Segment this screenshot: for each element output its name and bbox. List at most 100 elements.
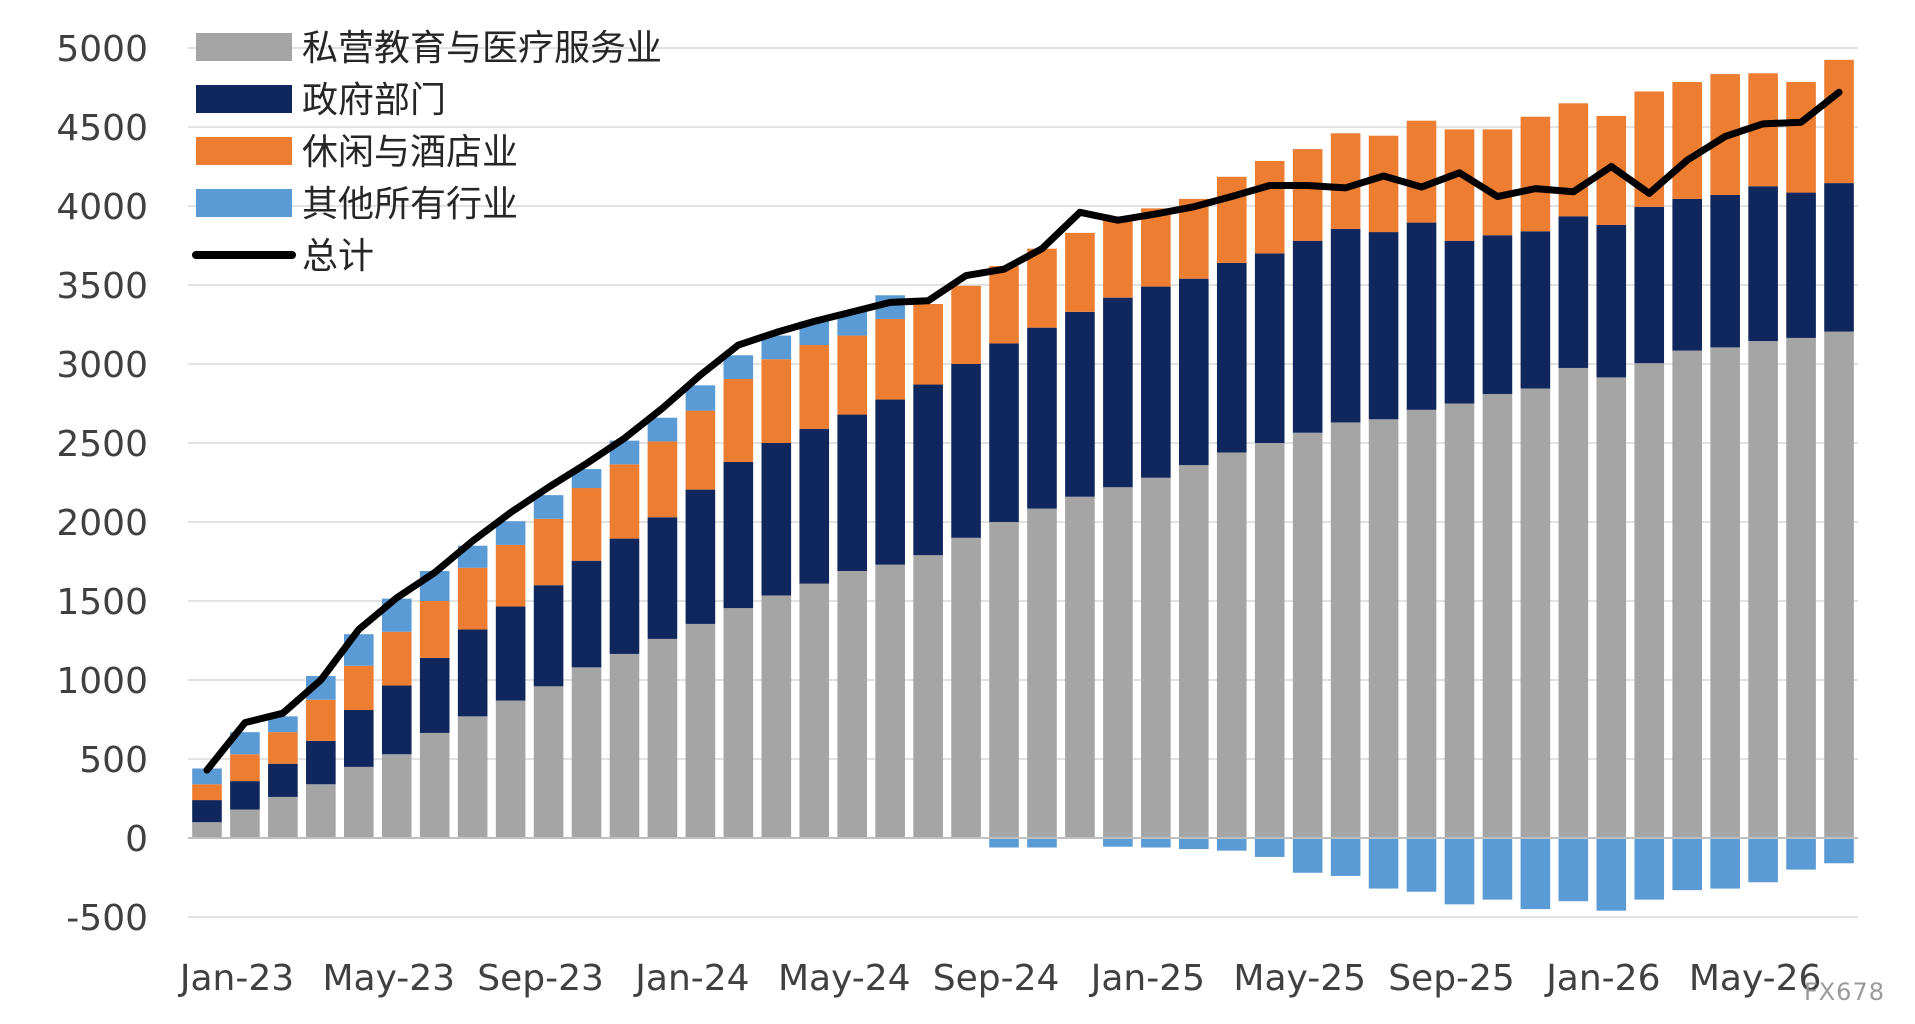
bar-segment (495, 521, 526, 545)
legend-label: 政府部门 (302, 80, 446, 121)
bar-segment (268, 796, 298, 838)
y-tick-label: -500 (66, 898, 148, 939)
bar-segment (647, 417, 678, 442)
watermark: FX678 (1803, 978, 1885, 1006)
bar-segment (989, 343, 1019, 522)
bar-segment (1292, 838, 1323, 873)
bar-segment (1330, 422, 1361, 838)
bar-segment (837, 414, 868, 571)
bar-segment (1672, 81, 1703, 199)
x-axis-ticks: Jan-23 May-23 Sep-23 Jan-24 May-24 Sep-24 Jan-… (178, 958, 1822, 999)
bar-segment (761, 335, 792, 360)
bar-segment (799, 583, 830, 838)
bar-segment (1406, 409, 1437, 838)
bar-segment (1178, 838, 1209, 850)
bar-segment (723, 355, 754, 380)
bar-segment (609, 464, 640, 539)
bar-segment (1027, 248, 1057, 328)
bar-segment (1634, 838, 1665, 900)
bar-segment (1027, 508, 1057, 838)
bar-segment (1254, 160, 1285, 254)
bar-segment (343, 665, 374, 711)
bar-segment (1141, 838, 1171, 848)
bar-segment (419, 657, 450, 733)
y-tick-label: 500 (79, 740, 148, 781)
bar-segment (457, 567, 488, 630)
bar-segment (1710, 347, 1740, 838)
bar-segment (533, 495, 564, 519)
y-tick-label: 2000 (56, 503, 148, 544)
x-tick-label: May-24 (778, 958, 911, 999)
x-tick-label: May-23 (322, 958, 455, 999)
bars (192, 59, 1854, 911)
x-tick-label: Jan-24 (633, 958, 749, 999)
bar-segment (1178, 465, 1209, 838)
bar-segment (1482, 235, 1513, 395)
bar-segment (1558, 216, 1589, 368)
legend-label: 休闲与酒店业 (302, 132, 518, 173)
bar-segment (837, 570, 868, 838)
bar-segment (1254, 838, 1285, 857)
bar-segment (1406, 120, 1437, 223)
bar-segment (609, 538, 640, 654)
bar-segment (533, 686, 564, 838)
legend-label: 其他所有行业 (302, 184, 518, 225)
x-tick-label: Sep-24 (933, 958, 1060, 999)
bar-segment (343, 766, 374, 838)
bar-segment (192, 768, 222, 785)
bar-segment (1482, 129, 1513, 236)
bar-segment (1748, 838, 1778, 883)
bar-segment (571, 488, 602, 561)
bar-segment (1406, 222, 1437, 410)
legend-label: 私营教育与医疗服务业 (302, 28, 662, 69)
bar-segment (1368, 135, 1399, 233)
bar-segment (306, 699, 336, 741)
bar-segment (1786, 337, 1816, 838)
bar-segment (647, 638, 678, 838)
bar-segment (799, 321, 830, 346)
bar-segment (192, 800, 222, 823)
total-series-line (203, 88, 1843, 774)
bar-segment (1065, 232, 1095, 312)
y-tick-label: 4500 (56, 108, 148, 149)
bar-segment (799, 345, 830, 429)
bar-segment (1444, 838, 1475, 905)
bar-segment (1141, 286, 1171, 478)
bar-segment (1558, 367, 1589, 838)
bar-segment (1141, 208, 1171, 287)
bar-segment (1027, 327, 1057, 509)
bar-segment (1596, 838, 1627, 911)
bar-segment (1103, 218, 1133, 298)
bar-segment (1520, 231, 1551, 389)
bar-segment (192, 784, 222, 801)
bar-segment (1672, 838, 1703, 891)
x-tick-label: May-25 (1233, 958, 1366, 999)
legend-swatch (196, 85, 292, 113)
y-tick-label: 1500 (56, 582, 148, 623)
bar-segment (1216, 452, 1247, 838)
bar-segment (1292, 149, 1323, 241)
bar-segment (1672, 350, 1703, 838)
bar-segment (1444, 403, 1475, 838)
bar-segment (1292, 432, 1323, 838)
x-tick-label: Jan-26 (1544, 958, 1660, 999)
bar-segment (381, 685, 412, 755)
bar-segment (799, 428, 830, 584)
x-tick-label: Sep-25 (1388, 958, 1515, 999)
legend-swatch (196, 137, 292, 165)
bar-segment (723, 461, 754, 609)
bar-segment (495, 700, 526, 838)
bar-segment (723, 379, 754, 462)
bar-segment (1027, 838, 1057, 848)
bar-segment (230, 809, 260, 838)
bar-segment (1520, 388, 1551, 838)
y-tick-label: 3000 (56, 345, 148, 386)
bar-segment (419, 601, 450, 658)
y-axis-ticks: -500 0 500 1000 1500 2000 2500 3000 3500 4000 4500… (56, 29, 148, 939)
bar-segment (230, 754, 260, 782)
bar-segment (875, 399, 905, 565)
legend-label: 总计 (302, 236, 374, 277)
bar-segment (192, 822, 222, 838)
bar-segment (647, 517, 678, 639)
